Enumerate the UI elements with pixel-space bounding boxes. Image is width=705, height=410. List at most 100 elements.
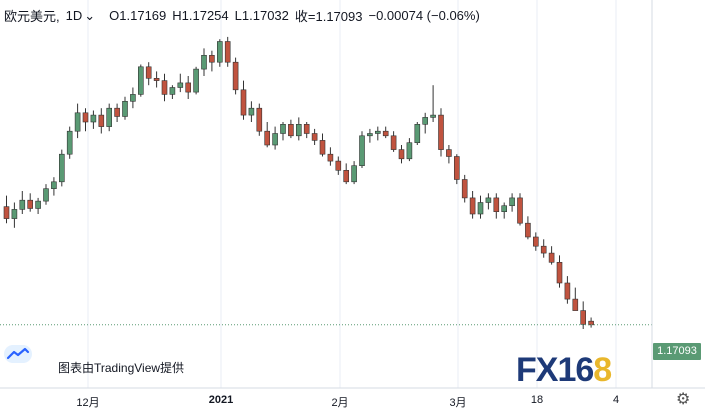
logo-eight-text: 8 bbox=[593, 351, 612, 389]
candle-body bbox=[501, 205, 508, 213]
change-value: −0.00074 (−0.06%) bbox=[368, 8, 480, 23]
candle-body bbox=[280, 124, 286, 134]
candle-body bbox=[367, 133, 373, 137]
candle-body bbox=[240, 89, 247, 116]
candle-body bbox=[130, 94, 136, 102]
candle-body bbox=[422, 117, 429, 125]
candle-body bbox=[335, 160, 342, 171]
candle-body bbox=[390, 135, 397, 150]
candle-body bbox=[114, 107, 120, 117]
candle-body bbox=[461, 179, 468, 199]
candle-body bbox=[453, 156, 460, 180]
symbol-label[interactable]: 欧元美元, bbox=[4, 9, 60, 24]
grid-lines bbox=[87, 0, 617, 388]
candle-body bbox=[374, 130, 381, 134]
candle-body bbox=[556, 261, 563, 284]
x-tick-label: 4 bbox=[612, 394, 620, 406]
candle-body bbox=[288, 124, 294, 137]
candle-body bbox=[469, 197, 476, 215]
candle-body bbox=[398, 149, 405, 160]
high-value: H1.17254 bbox=[172, 8, 229, 23]
last-price-tag: 1.17093 bbox=[653, 343, 701, 360]
candle-body bbox=[51, 181, 57, 190]
candle-body bbox=[264, 130, 271, 146]
candle-body bbox=[414, 124, 421, 144]
candle-body bbox=[185, 82, 191, 93]
candle-body bbox=[406, 142, 413, 160]
x-tick-label: 2月 bbox=[331, 397, 349, 409]
x-tick-label: 18 bbox=[530, 394, 544, 406]
candle-body bbox=[532, 236, 539, 247]
candle-body bbox=[43, 188, 49, 202]
candle-body bbox=[303, 124, 310, 134]
gear-icon[interactable]: ⚙ bbox=[676, 391, 691, 408]
candle-body bbox=[517, 197, 523, 224]
fx168-logo: FX168 bbox=[516, 351, 612, 389]
candle-body bbox=[19, 199, 26, 210]
logo-fx-text: FX16 bbox=[516, 351, 594, 389]
candle-body bbox=[58, 153, 65, 183]
candle-body bbox=[493, 197, 500, 212]
candle-body bbox=[232, 61, 239, 91]
x-tick-label: 3月 bbox=[449, 397, 467, 409]
candle-body bbox=[540, 245, 547, 254]
candle-body bbox=[382, 130, 389, 137]
tradingview-logo-icon[interactable] bbox=[4, 345, 32, 363]
candle-body bbox=[201, 54, 207, 70]
candle-body bbox=[438, 114, 444, 150]
candle-body bbox=[580, 310, 587, 325]
candle-body bbox=[74, 112, 81, 132]
candle-body bbox=[509, 197, 515, 207]
candles-group bbox=[3, 36, 594, 329]
candle-body bbox=[3, 206, 10, 219]
candle-body bbox=[90, 114, 97, 123]
candle-body bbox=[327, 153, 334, 162]
candle-body bbox=[525, 222, 531, 238]
candle-body bbox=[311, 133, 318, 141]
ohlc-header: 欧元美元, 1D ⌄ O1.17169 H1.17254 L1.17032 收=… bbox=[4, 6, 486, 25]
candle-body bbox=[27, 199, 34, 209]
x-tick-label: 2021 bbox=[208, 394, 234, 406]
candle-body bbox=[224, 41, 231, 63]
candle-body bbox=[177, 82, 184, 88]
close-value: 收=1.17093 bbox=[294, 9, 363, 24]
attribution-text[interactable]: 图表由TradingView提供 bbox=[58, 361, 185, 375]
candle-body bbox=[217, 41, 223, 63]
candle-body bbox=[145, 66, 152, 79]
candle-body bbox=[343, 170, 350, 183]
candle-body bbox=[11, 209, 18, 219]
candle-body bbox=[477, 202, 484, 215]
candle-body bbox=[209, 54, 215, 63]
candle-body bbox=[193, 68, 199, 93]
chevron-down-icon[interactable]: ⌄ bbox=[84, 7, 96, 23]
candle-body bbox=[82, 112, 89, 123]
candle-body bbox=[161, 80, 168, 95]
candle-body bbox=[572, 298, 579, 311]
candle-body bbox=[138, 66, 144, 95]
candle-body bbox=[359, 135, 365, 167]
candle-body bbox=[319, 140, 326, 155]
low-value: L1.17032 bbox=[234, 8, 289, 23]
candle-body bbox=[66, 130, 73, 155]
open-value: O1.17169 bbox=[109, 8, 167, 23]
candle-body bbox=[446, 149, 452, 157]
candle-body bbox=[485, 197, 492, 203]
candle-body bbox=[35, 200, 41, 209]
candle-body bbox=[548, 252, 555, 263]
candle-body bbox=[295, 124, 302, 137]
candle-body bbox=[106, 107, 112, 127]
candle-body bbox=[122, 101, 128, 117]
candle-body bbox=[430, 114, 436, 118]
candle-body bbox=[153, 78, 160, 81]
candle-body bbox=[169, 87, 176, 95]
x-tick-label: 12月 bbox=[76, 397, 100, 409]
candle-body bbox=[272, 133, 278, 146]
candle-body bbox=[256, 107, 263, 132]
candle-body bbox=[564, 282, 571, 300]
candle-body bbox=[248, 107, 255, 116]
candle-body bbox=[351, 165, 357, 183]
candle-body bbox=[98, 114, 105, 127]
interval-label[interactable]: 1D bbox=[65, 8, 83, 23]
